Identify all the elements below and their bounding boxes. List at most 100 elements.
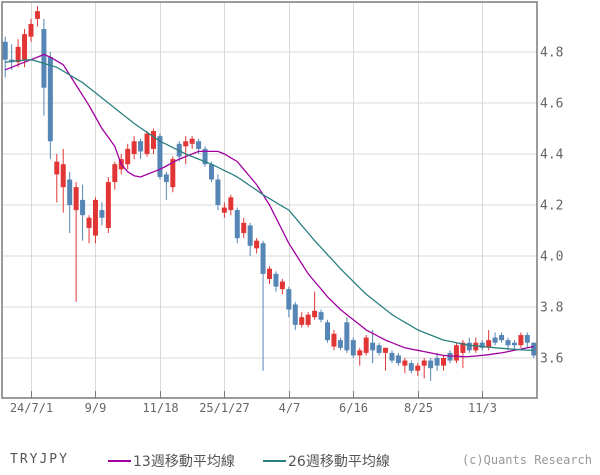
candle-body — [228, 197, 234, 211]
candle-body — [383, 347, 389, 353]
candle-body — [363, 337, 369, 353]
candle-body — [34, 11, 40, 19]
candle-body — [208, 164, 214, 180]
candle-body — [479, 342, 485, 348]
candle-body — [408, 363, 414, 371]
candle-body — [286, 289, 292, 310]
candle-body — [47, 57, 53, 142]
candle-body — [157, 136, 163, 177]
candle-body — [196, 141, 202, 149]
ma26-legend-swatch — [263, 460, 286, 462]
x-axis-label: 11/18 — [142, 401, 178, 415]
candle-body — [22, 34, 28, 60]
candle-body — [325, 322, 331, 341]
candle-body — [254, 240, 260, 249]
candle-body — [273, 273, 279, 287]
candle-body — [2, 41, 8, 60]
candle-body — [389, 352, 395, 361]
candle-body — [441, 358, 447, 366]
instrument-label: TRYJPY — [10, 452, 69, 467]
candle-body — [492, 337, 498, 343]
candle-body — [357, 350, 363, 356]
y-axis-label: 3.8 — [540, 301, 563, 316]
ma26-line — [5, 59, 534, 351]
candle-body — [370, 342, 376, 351]
x-axis-label: 6/16 — [339, 401, 368, 415]
candle-body — [221, 207, 227, 213]
candle-body — [247, 225, 253, 246]
candle-body — [305, 314, 311, 325]
x-axis-label: 8/25 — [404, 401, 433, 415]
candle-body — [421, 360, 427, 366]
candle-body — [150, 131, 156, 149]
ma26-legend-label: 26週移動平均線 — [288, 454, 390, 470]
candle-body — [73, 187, 79, 211]
candle-body — [138, 141, 144, 152]
candle-body — [505, 340, 511, 346]
candle-body — [511, 342, 517, 346]
candle-body — [99, 210, 105, 218]
y-axis-label: 4.2 — [540, 199, 563, 214]
candle-body — [60, 164, 66, 188]
candle-body — [531, 342, 537, 356]
candle-body — [241, 222, 247, 234]
candle-body — [460, 342, 466, 353]
candle-body — [279, 281, 285, 290]
candle-body — [344, 322, 350, 351]
candle-body — [41, 29, 47, 88]
candle-body — [292, 304, 298, 325]
x-axis-label: 24/7/1 — [10, 401, 53, 415]
candle-body — [473, 342, 479, 351]
y-axis-label: 4.4 — [540, 148, 564, 163]
candle-body — [337, 340, 343, 348]
copyright-text: (c)Quants Research — [461, 453, 592, 467]
candle-body — [518, 335, 524, 346]
x-axis-label: 4/7 — [279, 401, 301, 415]
candle-body — [499, 335, 505, 341]
candle-body — [189, 138, 195, 144]
candle-body — [415, 365, 421, 371]
candle-body — [144, 133, 150, 154]
candle-body — [299, 317, 305, 325]
x-axis-label: 9/9 — [85, 401, 107, 415]
candle-body — [105, 182, 111, 228]
candle-body — [318, 312, 324, 320]
y-axis-label: 4.8 — [540, 46, 563, 61]
candle-body — [67, 179, 73, 205]
candle-body — [395, 355, 401, 364]
y-axis-label: 3.6 — [540, 352, 563, 367]
candle-body — [54, 161, 60, 175]
candle-body — [170, 159, 176, 188]
candle-body — [524, 335, 530, 343]
candle-body — [428, 360, 434, 369]
candle-body — [260, 243, 266, 274]
candle-body — [80, 199, 86, 216]
candle-body — [267, 268, 272, 279]
ma13-legend-swatch — [108, 460, 131, 462]
y-axis-label: 4.0 — [540, 250, 563, 265]
candle-body — [215, 179, 221, 205]
candle-body — [331, 333, 337, 347]
x-axis-label: 11/3 — [468, 401, 497, 415]
candle-body — [92, 199, 98, 236]
ma13-line — [4, 53, 534, 358]
candle-body — [112, 164, 118, 183]
candle-body — [15, 46, 21, 63]
candle-body — [434, 358, 440, 366]
candle-body — [183, 141, 189, 147]
ma13-legend-label: 13週移動平均線 — [133, 454, 235, 470]
candle-body — [376, 345, 382, 353]
candle-body — [234, 210, 240, 239]
candle-body — [402, 360, 408, 366]
candle-body — [131, 141, 137, 154]
candle-body — [350, 340, 356, 356]
candle-body — [163, 174, 169, 183]
candle-body — [86, 217, 92, 228]
candle-body — [466, 342, 472, 351]
candle-body — [202, 148, 208, 165]
candle-body — [486, 340, 492, 348]
candle-body — [447, 352, 453, 361]
plot-border — [1, 1, 538, 399]
